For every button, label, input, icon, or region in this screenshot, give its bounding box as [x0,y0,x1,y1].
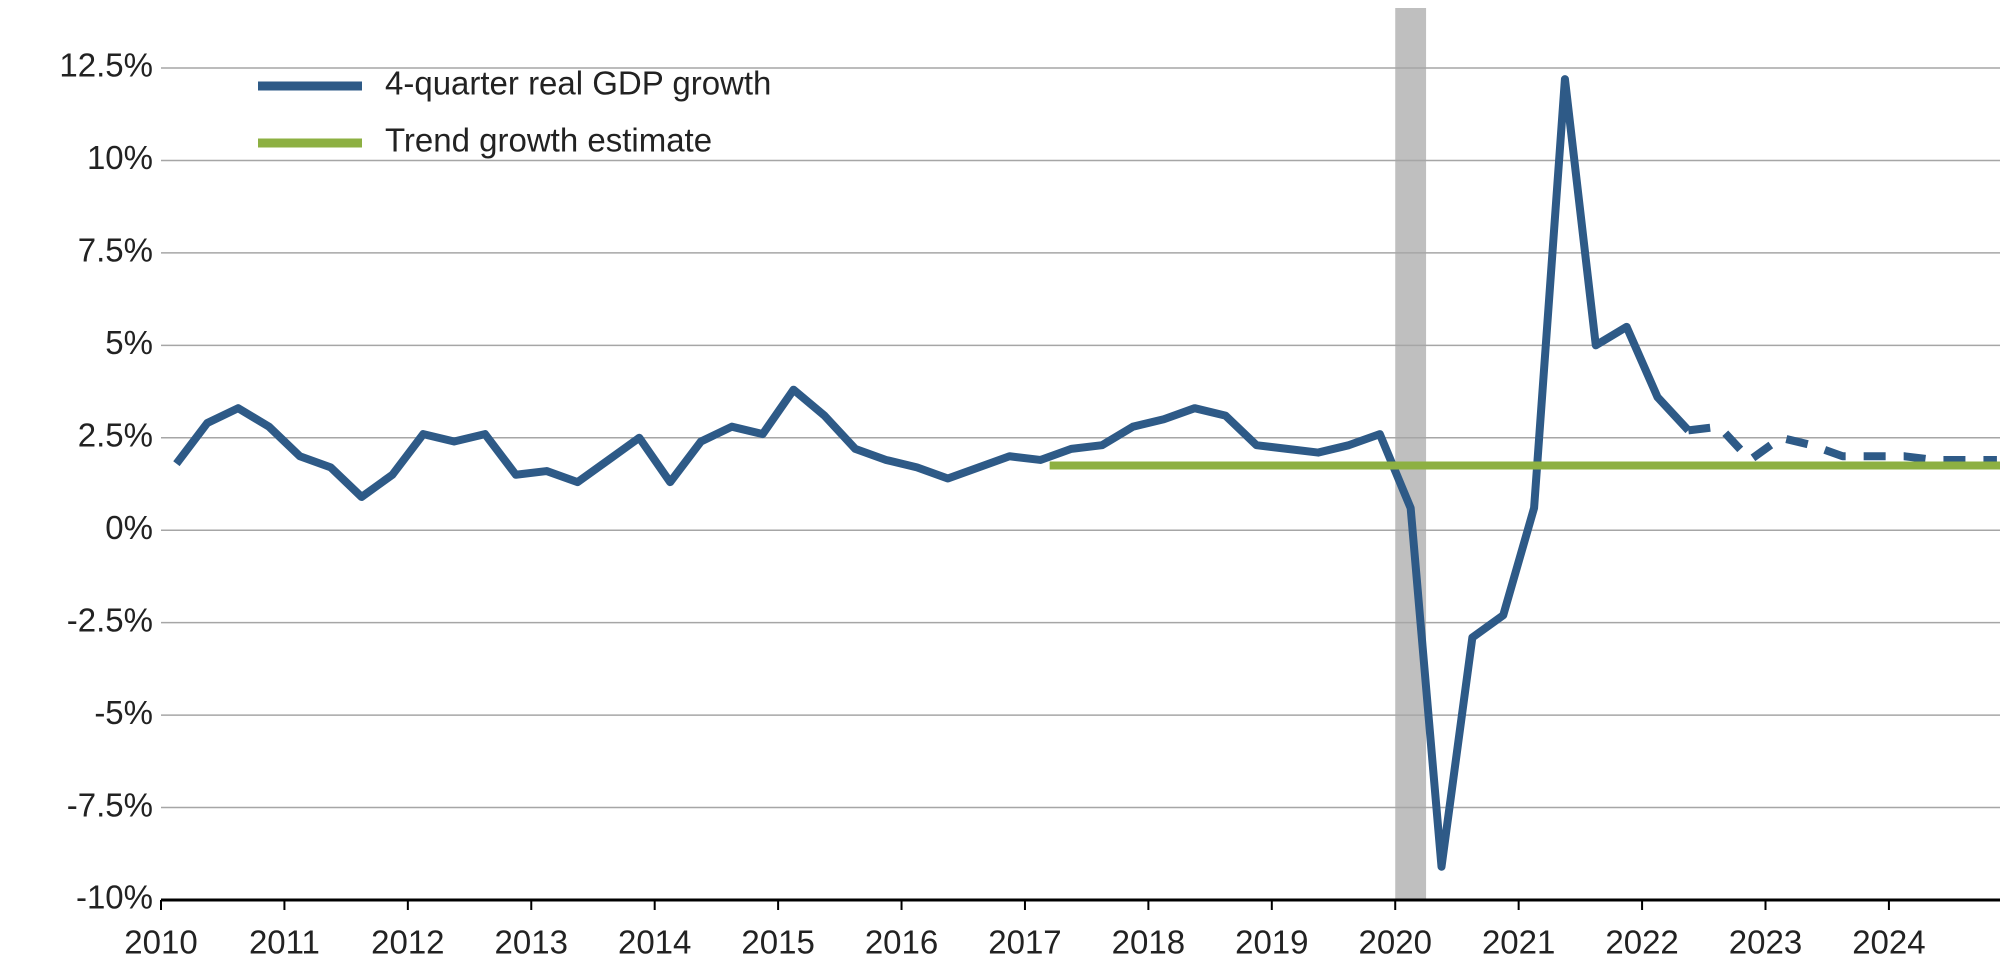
legend-label: 4-quarter real GDP growth [385,65,771,102]
x-tick-label: 2021 [1482,924,1555,961]
series-line [173,75,1692,871]
x-tick-label: 2015 [741,924,814,961]
y-tick-label: 2.5% [78,416,153,453]
x-tick-label: 2013 [495,924,568,961]
x-tick-label: 2019 [1235,924,1308,961]
y-tick-label: -7.5% [67,786,153,823]
x-tick-label: 2010 [124,924,197,961]
legend-label: Trend growth estimate [385,122,712,159]
projection-line [1687,422,1997,464]
y-tick-label: -5% [94,694,153,731]
y-tick-label: 5% [105,324,153,361]
recession-shade [1395,8,1427,900]
x-tick-label: 2022 [1605,924,1678,961]
y-tick-label: 0% [105,509,153,546]
x-tick-label: 2016 [865,924,938,961]
x-tick-label: 2011 [249,924,320,961]
x-tick-label: 2024 [1852,924,1925,961]
x-tick-label: 2012 [371,924,444,961]
y-tick-label: 12.5% [59,47,153,84]
y-tick-label: -10% [76,879,153,916]
y-tick-label: 7.5% [78,232,153,269]
x-tick-label: 2017 [988,924,1061,961]
x-tick-label: 2018 [1112,924,1185,961]
x-tick-label: 2014 [618,924,691,961]
x-tick-label: 2020 [1359,924,1432,961]
x-tick-label: 2023 [1729,924,1802,961]
y-tick-label: -2.5% [67,601,153,638]
y-tick-label: 10% [87,139,153,176]
